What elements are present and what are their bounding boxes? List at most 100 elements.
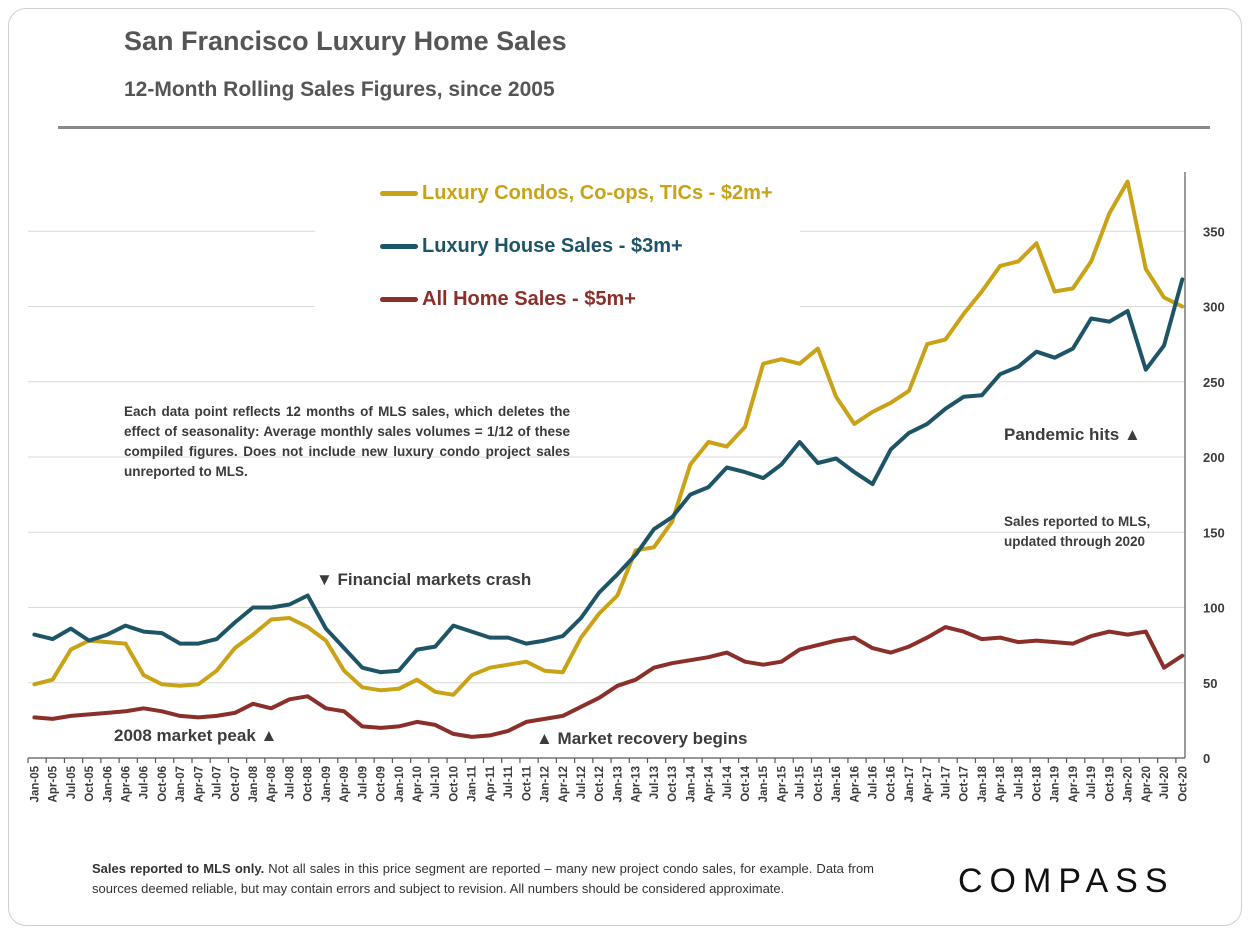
x-tick-label: Oct-20 <box>1177 766 1189 802</box>
x-tick-label: Jul-14 <box>722 765 734 799</box>
x-tick-label: Jan-18 <box>977 765 989 802</box>
methodology-note: Each data point reflects 12 months of ML… <box>124 404 570 479</box>
x-tick-label: Oct-06 <box>157 766 169 802</box>
x-tick-label: Oct-12 <box>594 766 606 802</box>
x-tick-label: Jan-19 <box>1050 766 1062 802</box>
chart-title: San Francisco Luxury Home Sales <box>124 26 567 56</box>
y-tick-label: 50 <box>1203 676 1217 691</box>
y-tick-label: 100 <box>1203 601 1225 616</box>
x-tick-label: Oct-16 <box>886 766 898 802</box>
x-tick-label: Oct-18 <box>1032 765 1044 801</box>
annotation-peak: 2008 market peak ▲ <box>114 726 278 745</box>
x-tick-label: Apr-11 <box>485 765 497 801</box>
y-tick-label: 300 <box>1203 300 1225 315</box>
x-tick-label: Jan-16 <box>831 766 843 802</box>
footer-disclaimer: Sales reported to MLS only. Not all sale… <box>92 859 874 899</box>
footer-bold: Sales reported to MLS only. <box>92 861 265 876</box>
annotation-pandemic: Pandemic hits ▲ <box>1004 425 1141 444</box>
y-axis-ticks: 0 50 100 150 200 250 300 350 <box>1203 224 1225 766</box>
x-tick-label: Oct-05 <box>84 765 96 801</box>
y-tick-label: 0 <box>1203 751 1210 766</box>
x-tick-label: Oct-13 <box>667 766 679 802</box>
x-tick-label: Apr-08 <box>266 765 278 802</box>
x-tick-label: Oct-10 <box>448 766 460 802</box>
x-tick-label: Oct-08 <box>303 765 315 801</box>
x-tick-label: Oct-07 <box>230 766 242 802</box>
x-tick-label: Jul-09 <box>357 766 369 799</box>
x-tick-label: Jan-08 <box>248 765 260 802</box>
x-tick-label: Oct-09 <box>376 766 388 802</box>
x-tick-label: Jan-17 <box>904 766 916 802</box>
x-tick-label: Apr-20 <box>1141 766 1153 802</box>
x-tick-label: Apr-17 <box>922 766 934 802</box>
x-tick-label: Jan-05 <box>29 765 41 802</box>
annotation-updated: Sales reported to MLS, updated through 2… <box>1004 512 1150 552</box>
x-tick-label: Jul-05 <box>66 765 78 799</box>
series-line-condos <box>32 179 1185 697</box>
x-axis-ticks: Jan-05 Apr-05 Jul-05 Oct-05 Jan-06 Apr-06 Jul-… <box>29 765 1189 802</box>
x-tick-label: Apr-10 <box>412 766 424 802</box>
chart-subtitle: 12-Month Rolling Sales Figures, since 20… <box>124 78 555 101</box>
y-tick-label: 150 <box>1203 525 1225 540</box>
title-divider <box>58 126 1210 129</box>
legend-item-all: All Home Sales - $5m+ <box>380 282 636 316</box>
x-tick-label: Jan-12 <box>540 766 552 802</box>
x-tick-label: Apr-14 <box>704 765 716 802</box>
axes <box>27 172 1186 763</box>
x-tick-label: Oct-11 <box>521 765 533 801</box>
annotation-recovery: ▲ Market recovery begins <box>536 729 748 748</box>
x-tick-label: Jul-08 <box>284 765 296 799</box>
x-tick-label: Apr-07 <box>193 766 205 802</box>
annotation-updated-line2: updated through 2020 <box>1004 534 1146 549</box>
x-tick-label: Jul-19 <box>1086 766 1098 799</box>
x-tick-label: Jul-06 <box>139 766 151 799</box>
chart-frame <box>8 8 1242 926</box>
x-tick-label: Apr-18 <box>995 765 1007 802</box>
x-tick-label: Apr-05 <box>48 765 60 802</box>
x-tick-label: Jul-10 <box>430 766 442 799</box>
series-line-all <box>32 625 1185 739</box>
x-tick-label: Jul-15 <box>795 765 807 799</box>
x-tick-label: Jul-18 <box>1013 765 1025 799</box>
x-tick-label: Jan-10 <box>394 766 406 802</box>
x-tick-label: Jan-20 <box>1123 766 1135 802</box>
annotation-updated-line1: Sales reported to MLS, <box>1004 514 1151 529</box>
x-tick-label: Oct-14 <box>740 765 752 801</box>
compass-logo: COMPASS <box>958 862 1175 900</box>
legend-swatch-condos <box>380 190 418 196</box>
x-tick-label: Jul-13 <box>649 766 661 799</box>
x-tick-label: Jan-13 <box>612 766 624 802</box>
x-tick-label: Apr-09 <box>339 766 351 802</box>
series-line-houses <box>32 277 1185 675</box>
x-tick-label: Jul-16 <box>868 766 880 799</box>
x-tick-label: Jan-15 <box>758 765 770 802</box>
footer-text: Not all sales in this price segment are … <box>92 861 874 896</box>
legend-swatch-houses <box>380 243 418 249</box>
x-tick-label: Jul-07 <box>212 766 224 799</box>
x-tick-label: Oct-17 <box>959 766 971 802</box>
x-tick-label: Oct-19 <box>1104 766 1116 802</box>
legend-item-houses: Luxury House Sales - $3m+ <box>380 229 683 263</box>
y-tick-label: 200 <box>1203 450 1225 465</box>
x-tick-label: Jan-09 <box>321 766 333 802</box>
x-tick-label: Apr-13 <box>631 766 643 802</box>
legend-label-all: All Home Sales - $5m+ <box>422 287 636 310</box>
x-tick-label: Jul-17 <box>940 766 952 799</box>
gridlines <box>28 230 1185 684</box>
y-tick-label: 350 <box>1203 224 1225 239</box>
x-tick-label: Oct-15 <box>813 765 825 801</box>
x-tick-label: Jan-07 <box>175 766 187 802</box>
x-tick-label: Jul-12 <box>576 766 588 799</box>
x-tick-label: Jul-20 <box>1159 766 1171 799</box>
x-tick-label: Apr-12 <box>558 766 570 802</box>
x-tick-label: Apr-06 <box>120 766 132 802</box>
legend-label-condos: Luxury Condos, Co-ops, TICs - $2m+ <box>422 181 773 204</box>
series-lines <box>32 179 1185 739</box>
x-tick-label: Jan-06 <box>102 766 114 802</box>
x-tick-label: Apr-19 <box>1068 766 1080 802</box>
y-tick-label: 250 <box>1203 375 1225 390</box>
legend-item-condos: Luxury Condos, Co-ops, TICs - $2m+ <box>380 176 773 210</box>
x-tick-label: Apr-16 <box>849 766 861 802</box>
x-tick-label: Apr-15 <box>776 765 788 802</box>
legend-swatch-all <box>380 296 418 302</box>
